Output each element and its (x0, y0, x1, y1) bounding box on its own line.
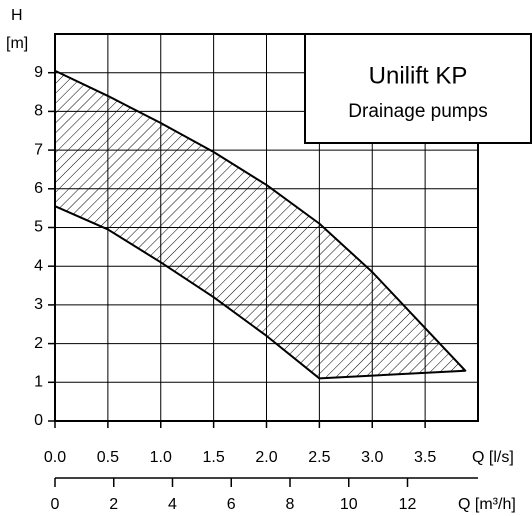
y-tick-label: 5 (34, 219, 43, 236)
x2-tick-label: 4 (168, 496, 177, 513)
x2-tick-label: 0 (51, 496, 60, 513)
chart-subtitle: Drainage pumps (348, 101, 487, 122)
x-tick-label: 3.0 (361, 449, 383, 466)
x2-tick-label: 10 (340, 496, 358, 513)
y-tick-label: 7 (34, 141, 43, 158)
y-tick-label: 9 (34, 64, 43, 81)
y-tick-label: 6 (34, 180, 43, 197)
x-tick-label: 2.5 (308, 449, 330, 466)
x-tick-label: 2.0 (255, 449, 277, 466)
performance-area (54, 69, 467, 380)
plot-border (54, 33, 479, 422)
x-tick-label: 1.0 (150, 449, 172, 466)
x2-tick-label: 8 (286, 496, 295, 513)
y-tick-label: 4 (34, 257, 43, 274)
x-tick-label: 1.5 (203, 449, 225, 466)
y-tick-label: 1 (34, 374, 43, 391)
y-tick-label: 8 (34, 103, 43, 120)
y-axis-unit: [m] (6, 35, 28, 52)
y-tick-label: 2 (34, 335, 43, 352)
x-tick-label: 0.0 (44, 449, 66, 466)
x-tick-label: 3.5 (414, 449, 436, 466)
y-axis-label: H (11, 7, 23, 24)
y-tick-label: 0 (34, 412, 43, 429)
x2-axis-label: Q [m³/h] (458, 496, 516, 513)
title-box (304, 33, 532, 144)
chart-title: Unilift KP (369, 62, 468, 89)
x2-tick-label: 12 (399, 496, 417, 513)
x-tick-label: 0.5 (97, 449, 119, 466)
x2-tick-label: 2 (109, 496, 118, 513)
y-tick-label: 3 (34, 296, 43, 313)
x-axis-label: Q [l/s] (472, 449, 514, 466)
x2-tick-label: 6 (227, 496, 236, 513)
